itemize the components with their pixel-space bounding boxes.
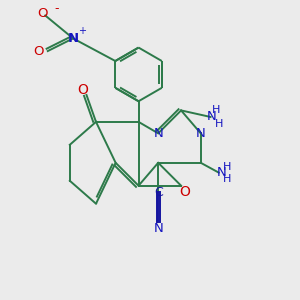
Text: N: N bbox=[217, 166, 226, 179]
Text: H: H bbox=[223, 162, 231, 172]
Text: N: N bbox=[196, 127, 206, 140]
Text: +: + bbox=[78, 26, 86, 36]
Text: -: - bbox=[55, 2, 59, 15]
Text: H: H bbox=[212, 105, 220, 115]
Text: N: N bbox=[153, 127, 163, 140]
Text: O: O bbox=[179, 185, 190, 199]
Text: H: H bbox=[214, 119, 223, 129]
Text: O: O bbox=[77, 83, 88, 97]
Text: H: H bbox=[223, 174, 231, 184]
Text: N: N bbox=[68, 32, 79, 45]
Text: O: O bbox=[38, 8, 48, 20]
Text: O: O bbox=[34, 45, 44, 58]
Text: N: N bbox=[153, 222, 163, 235]
Text: N: N bbox=[206, 110, 216, 124]
Text: C: C bbox=[154, 186, 163, 199]
